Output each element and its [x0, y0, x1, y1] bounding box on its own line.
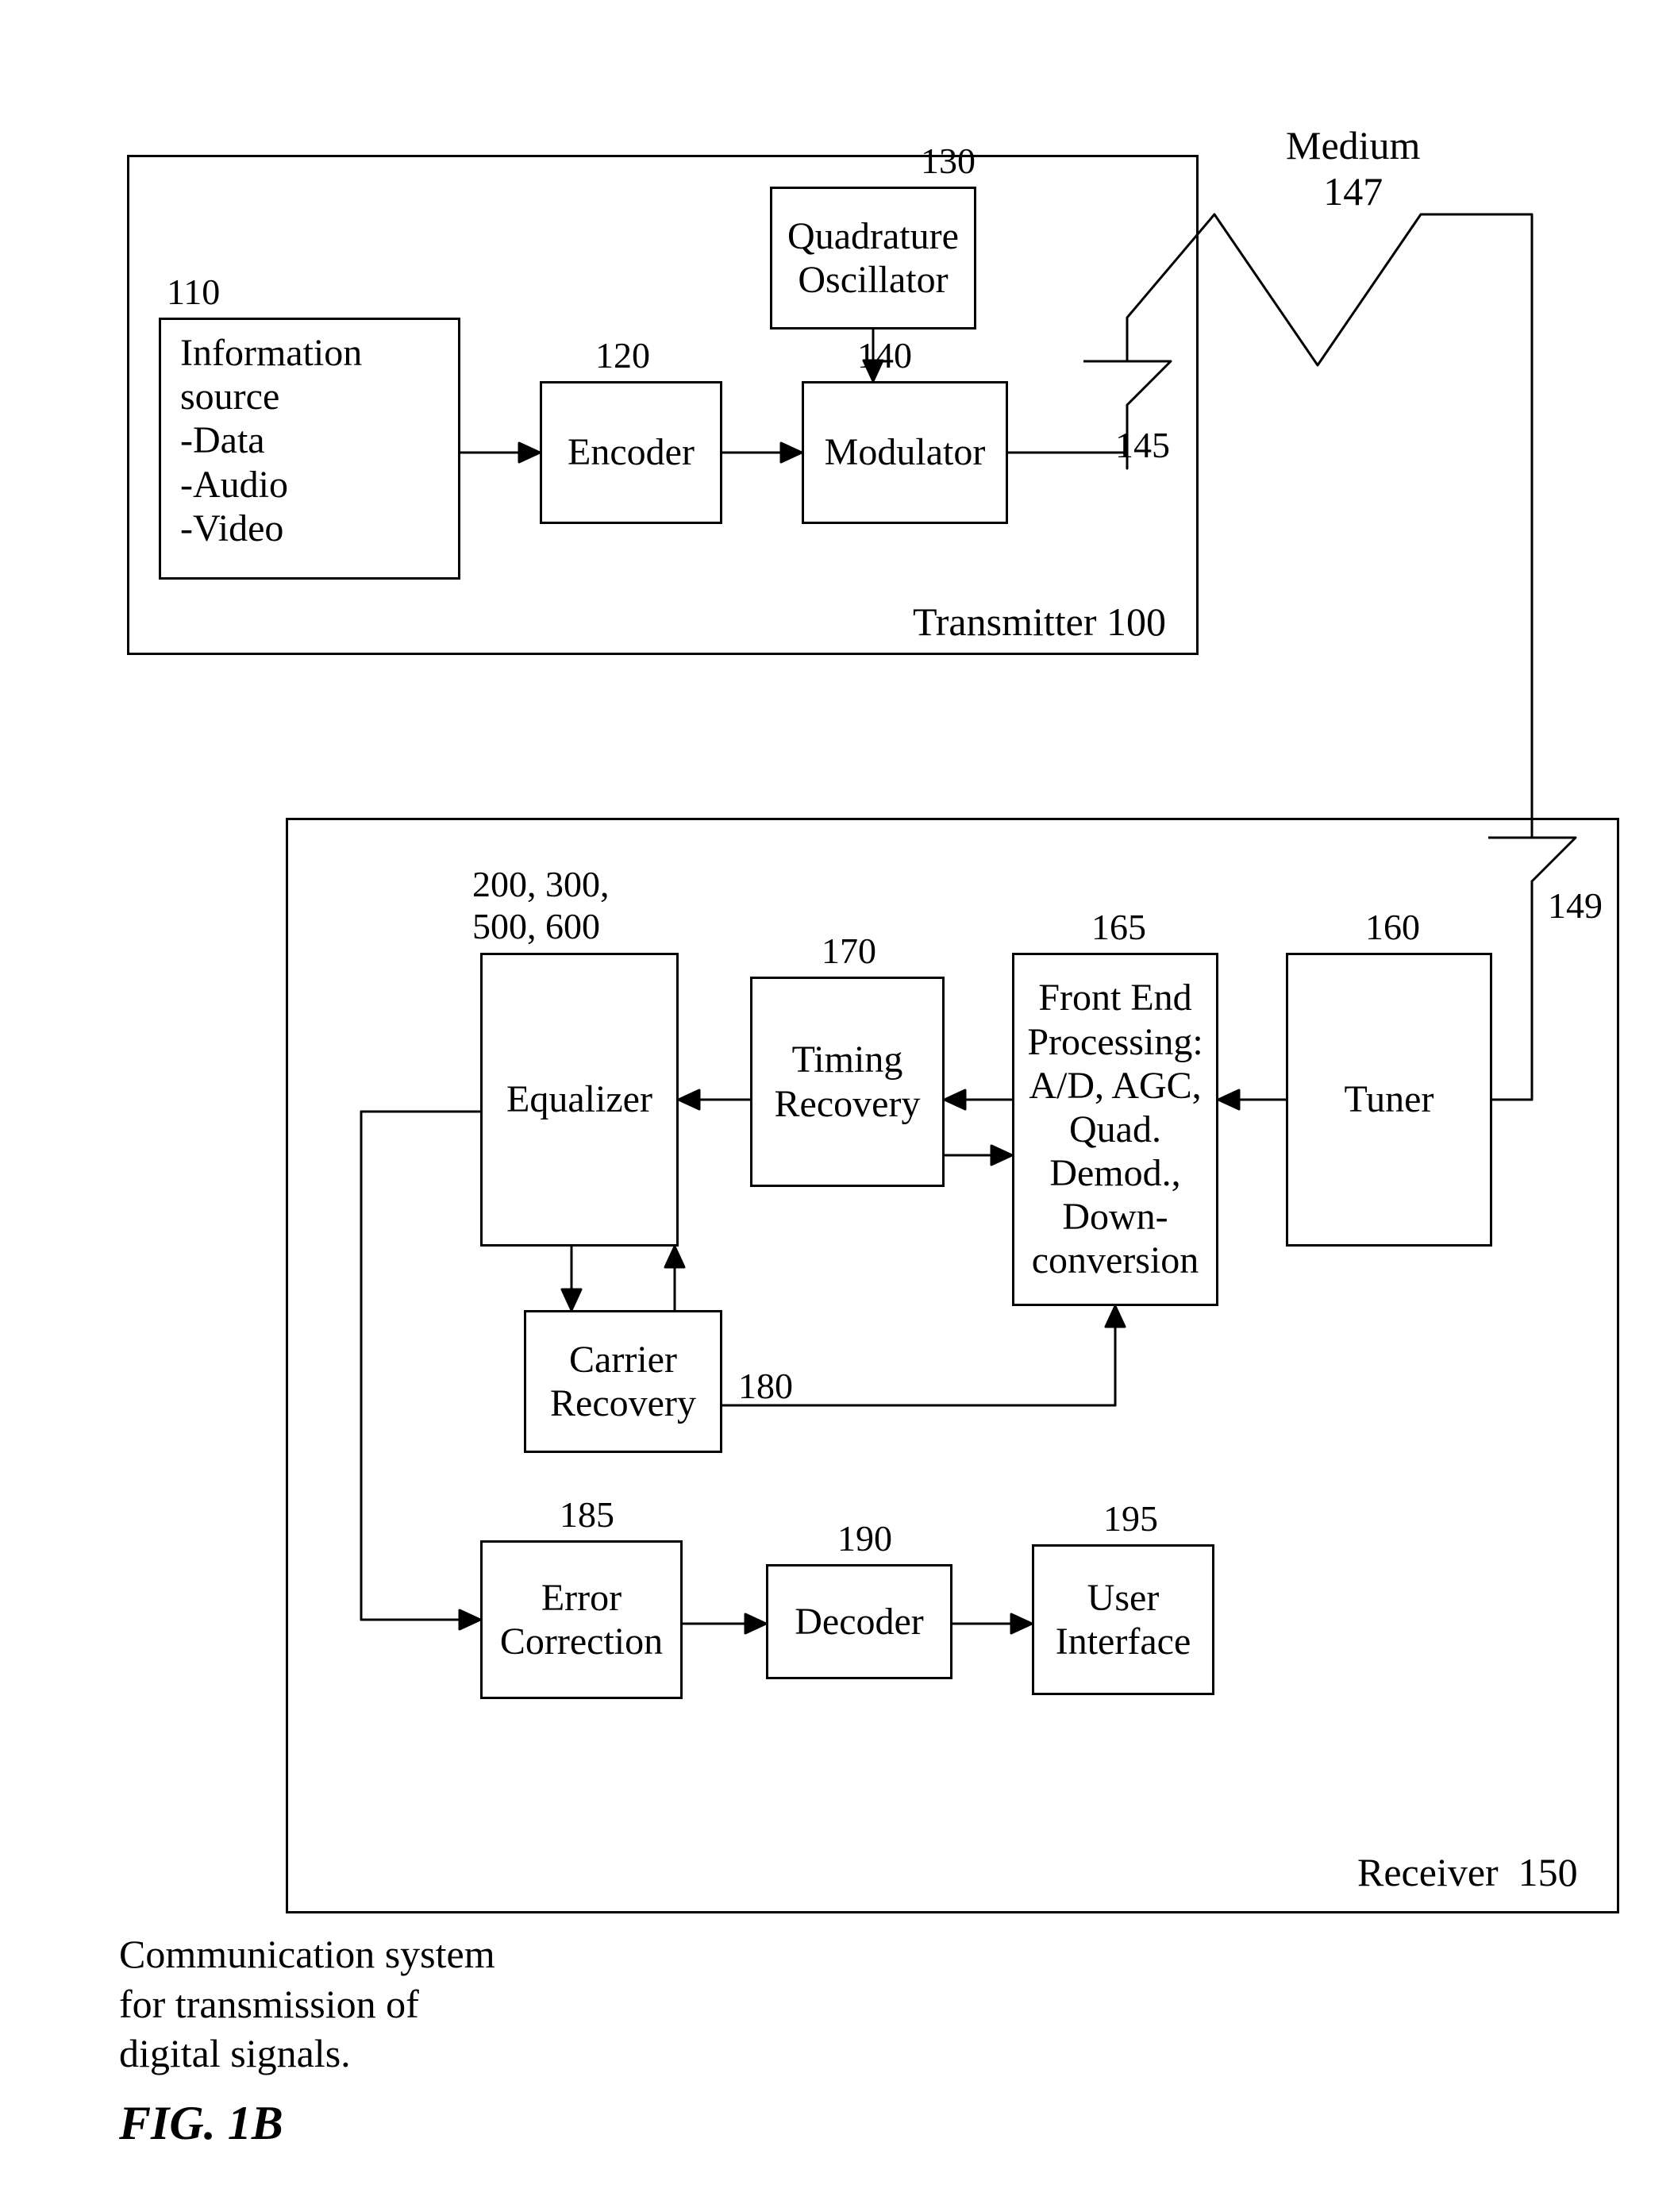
decoder-block-label: Decoder	[785, 1593, 933, 1650]
encoder-block: Encoder	[540, 381, 722, 524]
ref-equalizer: 200, 300, 500, 600	[472, 864, 610, 948]
frontend-block: Front End Processing: A/D, AGC, Quad. De…	[1012, 953, 1218, 1306]
ref-modulator: 140	[857, 335, 912, 377]
ref-tx-antenna: 145	[1115, 425, 1170, 467]
equalizer-block: Equalizer	[480, 953, 679, 1247]
ref-tuner: 160	[1365, 907, 1420, 949]
timing-block: Timing Recovery	[750, 977, 945, 1187]
ref-info: 110	[167, 272, 220, 314]
ui-block: User Interface	[1032, 1544, 1214, 1695]
frontend-block-label: Front End Processing: A/D, AGC, Quad. De…	[1018, 969, 1212, 1289]
tuner-block-label: Tuner	[1335, 1071, 1444, 1127]
error-block: Error Correction	[480, 1540, 683, 1699]
receiver-label: Receiver 150	[1357, 1850, 1578, 1896]
carrier-block: Carrier Recovery	[524, 1310, 722, 1453]
info-source-block: Information source -Data -Audio -Video	[159, 318, 460, 580]
ref-decoder: 190	[837, 1518, 892, 1560]
transmitter-label: Transmitter 100	[913, 599, 1166, 645]
ref-osc: 130	[921, 141, 976, 183]
ref-frontend: 165	[1091, 907, 1146, 949]
oscillator-block: Quadrature Oscillator	[770, 187, 976, 329]
figure-caption: Communication system for transmission of…	[119, 1929, 495, 2079]
modulator-block-label: Modulator	[815, 424, 995, 480]
timing-block-label: Timing Recovery	[765, 1031, 930, 1131]
tuner-block: Tuner	[1286, 953, 1492, 1247]
medium-label: Medium 147	[1286, 123, 1420, 214]
error-block-label: Error Correction	[491, 1570, 672, 1670]
info-source-block-label: Information source -Data -Audio -Video	[161, 320, 458, 561]
decoder-block: Decoder	[766, 1564, 952, 1679]
ref-encoder: 120	[595, 335, 650, 377]
modulator-block: Modulator	[802, 381, 1008, 524]
oscillator-block-label: Quadrature Oscillator	[778, 208, 968, 308]
carrier-block-label: Carrier Recovery	[541, 1331, 706, 1432]
ref-error: 185	[560, 1494, 614, 1536]
encoder-block-label: Encoder	[558, 424, 704, 480]
figure-id: FIG. 1B	[119, 2096, 283, 2151]
equalizer-block-label: Equalizer	[497, 1071, 662, 1127]
ref-timing: 170	[822, 931, 876, 973]
ui-block-label: User Interface	[1046, 1570, 1201, 1670]
ref-rx-antenna: 149	[1548, 885, 1603, 927]
ref-carrier: 180	[738, 1366, 793, 1408]
ref-ui: 195	[1103, 1498, 1158, 1540]
